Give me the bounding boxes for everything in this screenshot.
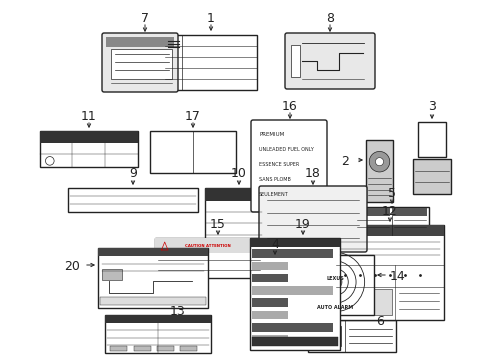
Text: 8: 8 bbox=[325, 12, 333, 25]
Bar bbox=[98, 248, 207, 256]
Text: 13: 13 bbox=[170, 305, 185, 318]
Bar bbox=[155, 238, 263, 278]
Circle shape bbox=[327, 275, 341, 289]
Text: 7: 7 bbox=[141, 12, 149, 25]
Bar bbox=[251, 323, 332, 332]
Text: 19: 19 bbox=[295, 218, 310, 231]
Bar bbox=[251, 249, 332, 258]
Circle shape bbox=[368, 152, 389, 172]
Bar bbox=[204, 188, 263, 201]
FancyBboxPatch shape bbox=[285, 33, 374, 89]
Bar bbox=[354, 207, 428, 235]
Circle shape bbox=[45, 157, 54, 165]
Bar bbox=[106, 37, 174, 47]
Text: 3: 3 bbox=[427, 100, 435, 113]
Bar bbox=[355, 208, 389, 216]
Bar bbox=[266, 239, 324, 246]
Bar bbox=[157, 346, 174, 351]
Bar bbox=[251, 336, 287, 344]
Bar bbox=[133, 346, 150, 351]
Bar bbox=[249, 238, 339, 247]
Bar bbox=[111, 49, 172, 79]
Text: 12: 12 bbox=[381, 205, 397, 218]
Bar bbox=[307, 320, 395, 352]
Text: CAUTION ATTENTION: CAUTION ATTENTION bbox=[185, 244, 230, 248]
Bar bbox=[40, 131, 138, 167]
Text: 1: 1 bbox=[206, 12, 215, 25]
Bar bbox=[251, 261, 287, 270]
Text: 18: 18 bbox=[305, 167, 320, 180]
Text: 6: 6 bbox=[375, 315, 383, 328]
Bar bbox=[68, 188, 198, 212]
Text: UNLEADED FUEL ONLY: UNLEADED FUEL ONLY bbox=[259, 147, 313, 152]
Text: 16: 16 bbox=[282, 100, 297, 113]
Text: 14: 14 bbox=[389, 270, 405, 283]
Text: SEULEMENT: SEULEMENT bbox=[259, 192, 288, 197]
Text: AUTO ALARM: AUTO ALARM bbox=[316, 305, 352, 310]
Bar bbox=[337, 289, 391, 315]
Text: 5: 5 bbox=[387, 187, 395, 200]
Bar bbox=[249, 238, 339, 350]
Bar bbox=[417, 122, 446, 157]
Bar bbox=[105, 315, 210, 323]
Bar bbox=[102, 269, 122, 280]
Bar bbox=[335, 225, 443, 237]
Text: PREMIUM: PREMIUM bbox=[259, 132, 284, 137]
Bar bbox=[295, 255, 373, 315]
Bar bbox=[315, 329, 338, 338]
Bar bbox=[204, 188, 263, 246]
Bar bbox=[164, 35, 257, 90]
Bar bbox=[392, 208, 426, 216]
Text: 2: 2 bbox=[340, 155, 348, 168]
FancyBboxPatch shape bbox=[250, 120, 326, 212]
Text: SANS PLOMB: SANS PLOMB bbox=[259, 177, 290, 182]
Bar bbox=[100, 297, 205, 305]
Text: 4: 4 bbox=[270, 238, 278, 251]
Text: 20: 20 bbox=[64, 260, 80, 273]
FancyBboxPatch shape bbox=[259, 186, 366, 252]
Text: 10: 10 bbox=[231, 167, 246, 180]
Bar bbox=[251, 298, 287, 307]
Bar bbox=[251, 311, 287, 319]
FancyBboxPatch shape bbox=[102, 33, 178, 92]
Bar bbox=[150, 131, 236, 173]
Text: 17: 17 bbox=[184, 110, 201, 123]
Text: ESSENCE SUPER: ESSENCE SUPER bbox=[259, 162, 299, 167]
Circle shape bbox=[375, 158, 383, 166]
Text: 15: 15 bbox=[210, 218, 225, 231]
Text: LEXUS: LEXUS bbox=[325, 276, 343, 282]
Bar bbox=[251, 286, 332, 294]
Bar bbox=[251, 337, 337, 346]
Bar bbox=[365, 140, 392, 202]
Text: 11: 11 bbox=[81, 110, 97, 123]
Bar bbox=[412, 159, 450, 194]
Bar bbox=[105, 315, 210, 353]
Bar bbox=[110, 346, 127, 351]
Bar bbox=[251, 274, 287, 282]
Bar bbox=[40, 131, 138, 143]
Bar bbox=[98, 248, 207, 308]
Text: 9: 9 bbox=[129, 167, 137, 180]
Bar bbox=[155, 238, 263, 253]
Bar bbox=[290, 45, 299, 77]
Bar bbox=[335, 225, 443, 320]
Bar bbox=[313, 327, 341, 346]
Bar bbox=[180, 346, 197, 351]
